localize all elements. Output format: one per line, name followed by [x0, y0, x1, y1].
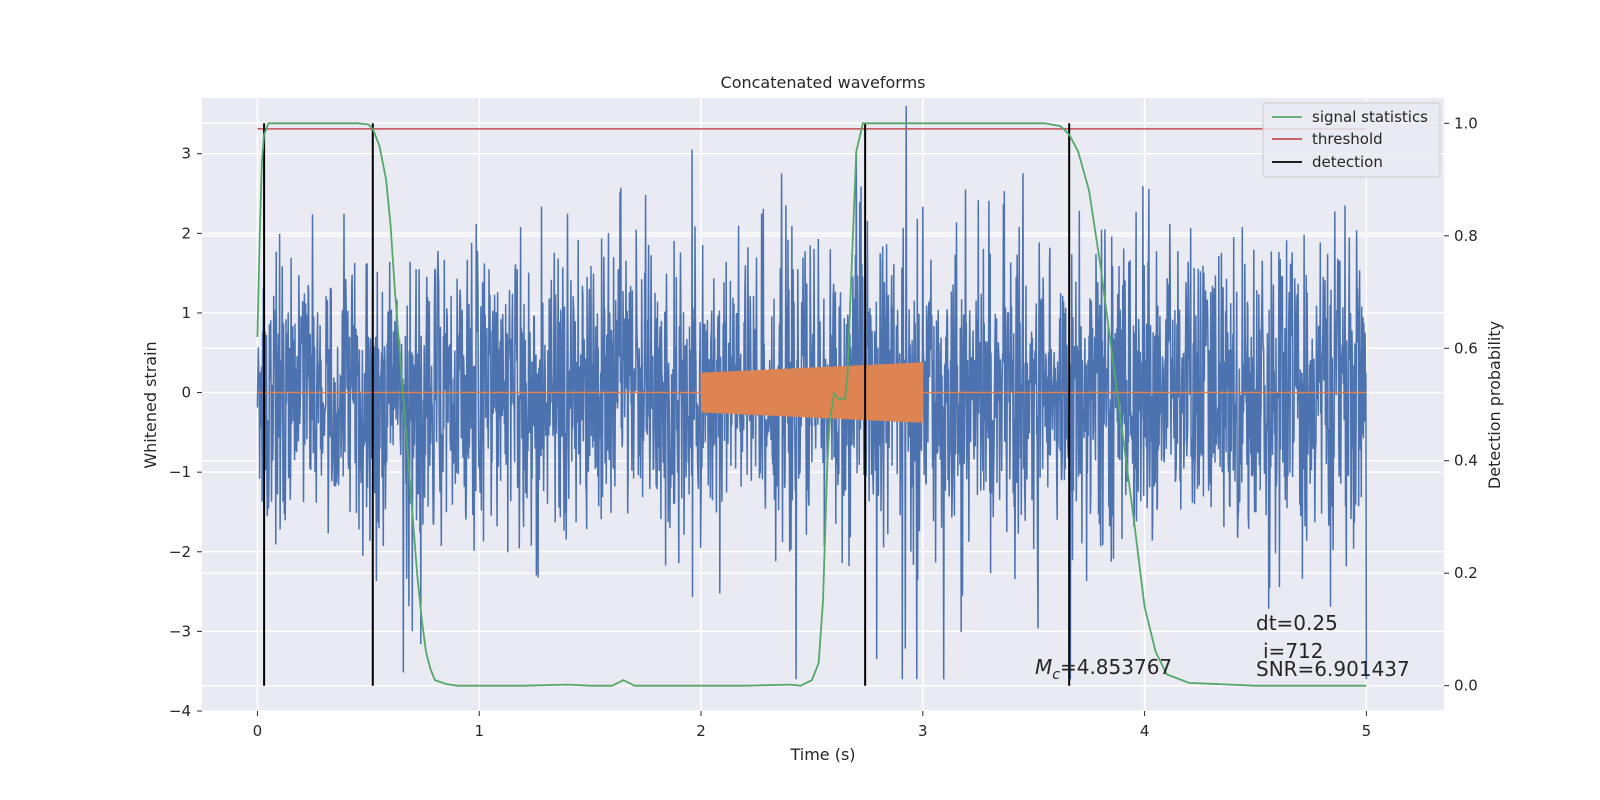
mc-subscript: c — [1052, 667, 1060, 683]
y2-tick-label: 0.4 — [1454, 452, 1478, 470]
x-tick-label: 1 — [474, 722, 484, 740]
y-tick-label: 2 — [181, 224, 191, 242]
y-tick-label: −4 — [169, 702, 191, 720]
y-tick-label: 3 — [181, 145, 191, 163]
legend-label-detection: detection — [1312, 153, 1383, 171]
legend-label-signal-statistics: signal statistics — [1312, 108, 1428, 126]
signal-statistics-line — [256, 122, 1367, 687]
dt-annotation: dt=0.25 — [1256, 611, 1338, 635]
y-axis-ticks: 3 2 1 0 −1 −2 −3 −4 — [169, 145, 202, 720]
y2-tick-label: 1.0 — [1454, 114, 1478, 132]
y2-axis-label: Detection probability — [1485, 321, 1504, 489]
x-axis-label: Time (s) — [789, 745, 855, 764]
y-tick-label: 0 — [181, 384, 191, 402]
chirp-mass-annotation: Mc=4.853767 — [1035, 655, 1172, 683]
y2-tick-label: 0.2 — [1454, 564, 1478, 582]
injection-oscillation — [700, 362, 924, 423]
x-tick-label: 4 — [1140, 722, 1150, 740]
x-tick-label: 2 — [696, 722, 706, 740]
mc-value: =4.853767 — [1060, 655, 1172, 679]
index-annotation: i=712 — [1263, 639, 1324, 663]
y-tick-label: 1 — [181, 304, 191, 322]
x-tick-label: 5 — [1362, 722, 1372, 740]
plot-content — [256, 105, 1368, 687]
legend-box — [1262, 102, 1441, 178]
legend: signal statistics threshold detection — [1262, 102, 1441, 178]
x-tick-label: 0 — [253, 722, 263, 740]
snr-annotation: SNR=6.901437 — [1256, 657, 1410, 681]
y-tick-label: −3 — [169, 622, 191, 640]
x-axis-ticks: 0 1 2 3 4 5 — [253, 711, 1371, 740]
y2-tick-label: 0.0 — [1454, 677, 1478, 695]
y-tick-label: −2 — [169, 543, 191, 561]
x-tick-label: 3 — [918, 722, 928, 740]
y-axis-label: Whitened strain — [141, 341, 160, 468]
y2-tick-label: 0.6 — [1454, 339, 1478, 357]
detection-lines — [263, 123, 1071, 686]
noise-series-line — [256, 105, 1368, 680]
y-tick-label: −1 — [169, 463, 191, 481]
legend-label-threshold: threshold — [1312, 130, 1383, 148]
y2-tick-label: 0.8 — [1454, 227, 1478, 245]
y2-axis-ticks: 1.0 0.8 0.6 0.4 0.2 0.0 — [1444, 114, 1478, 695]
chart-title: Concatenated waveforms — [721, 73, 926, 92]
mc-symbol: M — [1035, 655, 1052, 679]
